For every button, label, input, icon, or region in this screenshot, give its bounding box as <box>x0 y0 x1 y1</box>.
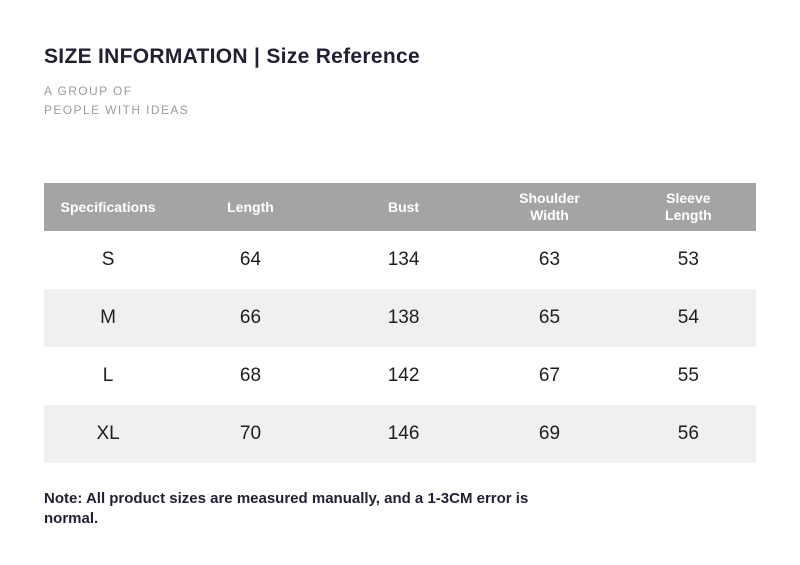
size-table-header-row: Specifications Length Bust Shoulder Width Sl… <box>44 183 756 231</box>
column-header: Sleeve Length <box>620 183 756 231</box>
measurement-cell: 64 <box>239 249 262 270</box>
size-label-cell: L <box>102 365 114 386</box>
measurement-cell: 138 <box>387 307 420 328</box>
measurement-cell: 63 <box>538 249 561 270</box>
measurement-cell: 56 <box>677 423 699 444</box>
measurement-cell: 67 <box>538 365 561 386</box>
table-row: L 68 142 67 55 <box>44 347 756 405</box>
size-table: Specifications Length Bust Shoulder Width Sl… <box>44 183 756 463</box>
measurement-cell: 134 <box>387 249 420 270</box>
brand-tagline-line1: A GROUP OF <box>44 84 133 98</box>
size-table-body: S 64 134 63 53 M 66 138 65 54 L 68 142 67 55 XL 70 146 69 5… <box>44 231 756 463</box>
measurement-cell: 55 <box>677 365 699 386</box>
measurement-cell: 142 <box>387 365 420 386</box>
column-header: Length <box>172 183 329 231</box>
size-label-cell: S <box>101 249 115 270</box>
measurement-cell: 69 <box>538 423 561 444</box>
page-title: SIZE INFORMATION | Size Reference <box>44 45 420 68</box>
size-table-head: Specifications Length Bust Shoulder Width Sl… <box>44 183 756 231</box>
measurement-cell: 70 <box>239 423 262 444</box>
measurement-cell: 68 <box>239 365 262 386</box>
column-header: Specifications <box>44 183 173 231</box>
table-row: XL 70 146 69 56 <box>44 405 756 463</box>
measurement-note: Note: All product sizes are measured man… <box>44 490 529 527</box>
table-row: S 64 134 63 53 <box>44 231 756 289</box>
column-header: Shoulder Width <box>478 183 621 231</box>
measurement-cell: 53 <box>677 249 699 270</box>
measurement-cell: 146 <box>387 423 420 444</box>
size-label-cell: XL <box>96 423 120 444</box>
measurement-cell: 54 <box>677 307 699 328</box>
table-row: M 66 138 65 54 <box>44 289 756 347</box>
brand-tagline: A GROUP OF PEOPLE WITH IDEAS <box>44 82 189 120</box>
size-label-cell: M <box>100 307 116 328</box>
column-header: Bust <box>328 183 479 231</box>
measurement-cell: 66 <box>239 307 262 328</box>
brand-tagline-line2: PEOPLE WITH IDEAS <box>44 103 190 117</box>
measurement-cell: 65 <box>538 307 561 328</box>
